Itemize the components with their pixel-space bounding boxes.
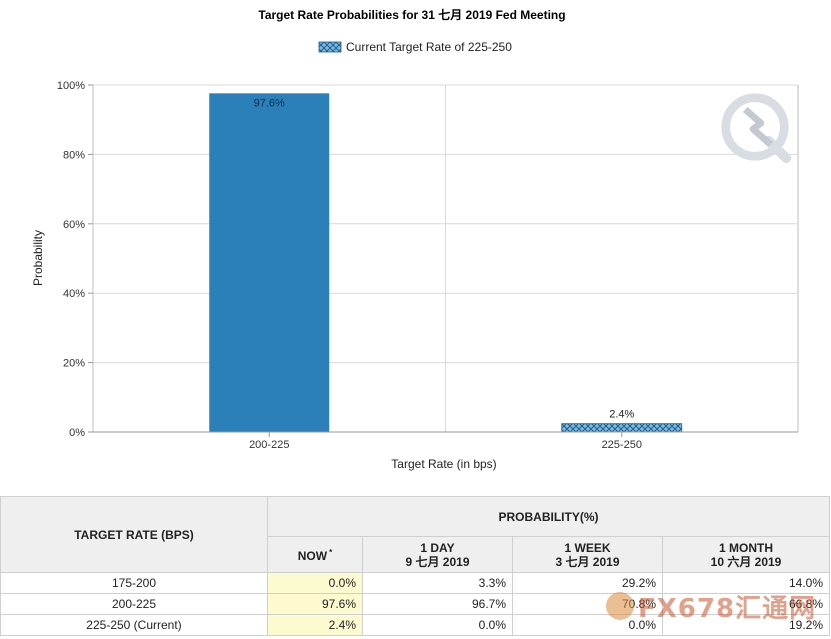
target-rate-header: TARGET RATE (BPS) [0, 496, 268, 573]
rate-cell: 175-200 [0, 572, 268, 594]
y-tick-label: 40% [63, 288, 85, 300]
qa-watermark-icon [721, 93, 792, 164]
table-row: 200-225 97.6% 96.7% 70.8% 66.8% [0, 593, 830, 615]
y-axis-title: Probability [31, 230, 45, 286]
one-day-cell: 96.7% [362, 593, 513, 615]
one-week-cell: 0.0% [512, 614, 663, 636]
y-tick-label: 80% [63, 149, 85, 161]
chart-title: Target Rate Probabilities for 31 七月 2019… [258, 8, 565, 22]
table-row: 225-250 (Current) 2.4% 0.0% 0.0% 19.2% [0, 614, 830, 636]
probability-header: PROBABILITY(%) [267, 496, 830, 537]
rate-cell: 200-225 [0, 593, 268, 615]
one-month-cell: 14.0% [662, 572, 830, 594]
one-day-cell: 0.0% [362, 614, 513, 636]
x-tick-label: 225-250 [602, 439, 642, 451]
x-axis-title: Target Rate (in bps) [391, 457, 496, 471]
legend-label: Current Target Rate of 225-250 [346, 40, 512, 54]
legend-swatch [318, 41, 342, 53]
x-tick-label: 200-225 [249, 439, 289, 451]
probability-table: TARGET RATE (BPS) PROBABILITY(%) NOW * 1 … [0, 496, 830, 636]
bar-200-225[interactable] [209, 93, 330, 432]
now-cell: 2.4% [267, 614, 363, 636]
chart-container: Target Rate Probabilities for 31 七月 2019… [31, 8, 799, 471]
bar-value-label: 2.4% [609, 409, 634, 421]
one-day-cell: 3.3% [362, 572, 513, 594]
now-cell: 97.6% [267, 593, 363, 615]
chart-svg: Target Rate Probabilities for 31 七月 2019… [31, 8, 799, 471]
now-header: NOW * [267, 536, 363, 573]
x-axis-ticks: 200-225 225-250 [93, 431, 798, 451]
chart-bars: 97.6% 2.4% [209, 93, 683, 433]
y-tick-label: 0% [69, 427, 85, 439]
bar-225-250[interactable] [561, 423, 683, 433]
y-tick-label: 60% [63, 219, 85, 231]
y-tick-label: 100% [57, 80, 85, 92]
one-month-header: 1 MONTH 10 六月 2019 [662, 536, 830, 573]
y-axis-ticks: 0% 20% 40% 60% 80% 100% [57, 80, 93, 439]
one-week-cell: 70.8% [512, 593, 663, 615]
one-month-cell: 66.8% [662, 593, 830, 615]
chart-legend[interactable]: Current Target Rate of 225-250 [318, 40, 512, 54]
one-day-header: 1 DAY 9 七月 2019 [362, 536, 513, 573]
y-tick-label: 20% [63, 358, 85, 370]
now-cell: 0.0% [267, 572, 363, 594]
one-week-cell: 29.2% [512, 572, 663, 594]
rate-cell: 225-250 (Current) [0, 614, 268, 636]
table-row: 175-200 0.0% 3.3% 29.2% 14.0% [0, 572, 830, 594]
bar-value-label: 97.6% [254, 97, 285, 109]
one-week-header: 1 WEEK 3 七月 2019 [512, 536, 663, 573]
one-month-cell: 19.2% [662, 614, 830, 636]
